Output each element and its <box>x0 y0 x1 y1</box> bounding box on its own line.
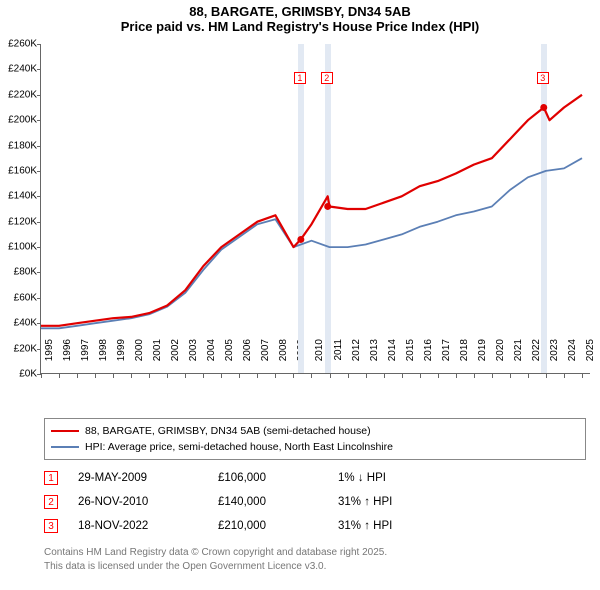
sale-price-2: £140,000 <box>218 496 338 508</box>
y-tick-label: £160K <box>1 165 37 176</box>
legend-label-1: 88, BARGATE, GRIMSBY, DN34 5AB (semi-det… <box>85 425 371 437</box>
sale-date-3: 18-NOV-2022 <box>78 520 218 532</box>
sale-marker-3: 3 <box>44 519 58 533</box>
y-tick-label: £100K <box>1 242 37 253</box>
legend-swatch-2 <box>51 446 79 448</box>
footer-line1: Contains HM Land Registry data © Crown c… <box>44 546 387 560</box>
footer-line2: This data is licensed under the Open Gov… <box>44 560 387 574</box>
series-price_paid <box>41 95 582 326</box>
sale-price-1: £106,000 <box>218 472 338 484</box>
y-tick-label: £0K <box>1 369 37 380</box>
sales-block: 1 29-MAY-2009 £106,000 1% ↓ HPI 2 26-NOV… <box>44 466 586 538</box>
sale-pct-3: 31% ↑ HPI <box>338 520 438 532</box>
y-tick-label: £200K <box>1 115 37 126</box>
chart-plot-area: £0K£20K£40K£60K£80K£100K£120K£140K£160K£… <box>40 44 590 374</box>
y-tick-label: £20K <box>1 343 37 354</box>
event-dot <box>324 203 331 210</box>
legend-label-2: HPI: Average price, semi-detached house,… <box>85 441 393 453</box>
event-marker-box: 3 <box>537 72 549 84</box>
title-line2: Price paid vs. HM Land Registry's House … <box>0 19 600 34</box>
y-tick-label: £260K <box>1 39 37 50</box>
legend-swatch-1 <box>51 430 79 432</box>
sale-date-1: 29-MAY-2009 <box>78 472 218 484</box>
y-tick-label: £140K <box>1 191 37 202</box>
legend-item-2: HPI: Average price, semi-detached house,… <box>51 439 579 455</box>
sale-price-3: £210,000 <box>218 520 338 532</box>
event-marker-box: 2 <box>321 72 333 84</box>
event-dot <box>297 236 304 243</box>
y-tick-label: £180K <box>1 140 37 151</box>
legend-box: 88, BARGATE, GRIMSBY, DN34 5AB (semi-det… <box>44 418 586 460</box>
y-tick-label: £220K <box>1 89 37 100</box>
legend-item-1: 88, BARGATE, GRIMSBY, DN34 5AB (semi-det… <box>51 423 579 439</box>
title-block: 88, BARGATE, GRIMSBY, DN34 5AB Price pai… <box>0 0 600 36</box>
sale-row-3: 3 18-NOV-2022 £210,000 31% ↑ HPI <box>44 514 586 538</box>
y-tick-label: £120K <box>1 216 37 227</box>
chart-svg <box>41 44 591 374</box>
sale-row-1: 1 29-MAY-2009 £106,000 1% ↓ HPI <box>44 466 586 490</box>
sale-pct-1: 1% ↓ HPI <box>338 472 438 484</box>
sale-row-2: 2 26-NOV-2010 £140,000 31% ↑ HPI <box>44 490 586 514</box>
event-marker-box: 1 <box>294 72 306 84</box>
sale-marker-2: 2 <box>44 495 58 509</box>
sale-date-2: 26-NOV-2010 <box>78 496 218 508</box>
y-tick-label: £240K <box>1 64 37 75</box>
y-tick-label: £40K <box>1 318 37 329</box>
series-hpi <box>41 158 582 328</box>
y-tick-label: £80K <box>1 267 37 278</box>
y-tick-label: £60K <box>1 292 37 303</box>
sale-marker-1: 1 <box>44 471 58 485</box>
title-line1: 88, BARGATE, GRIMSBY, DN34 5AB <box>0 4 600 19</box>
event-dot <box>540 104 547 111</box>
chart-container: 88, BARGATE, GRIMSBY, DN34 5AB Price pai… <box>0 0 600 590</box>
sale-pct-2: 31% ↑ HPI <box>338 496 438 508</box>
footer-attribution: Contains HM Land Registry data © Crown c… <box>44 546 387 573</box>
